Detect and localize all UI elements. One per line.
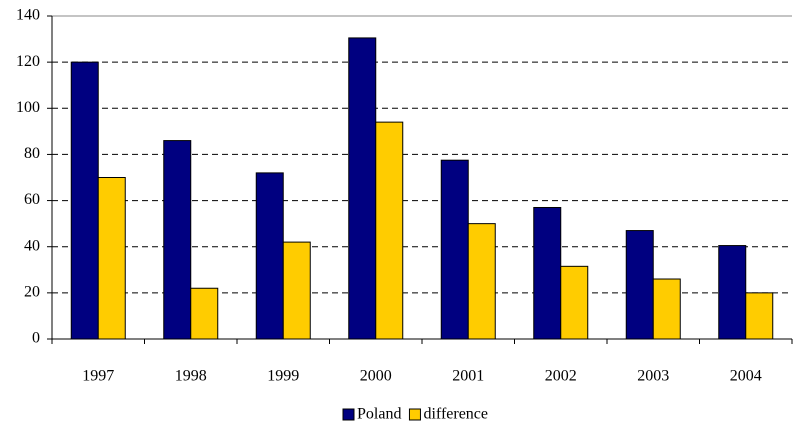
bar	[348, 37, 377, 340]
bar	[282, 241, 311, 340]
bar	[163, 140, 192, 340]
bar	[190, 287, 219, 340]
x-tick-label: 2001	[452, 368, 484, 385]
bar	[533, 206, 562, 340]
bar	[255, 172, 284, 340]
y-tick-label: 60	[24, 191, 40, 208]
x-tick-label: 1999	[267, 368, 299, 385]
y-tick-label: 0	[32, 330, 40, 347]
bar	[625, 230, 654, 340]
bar	[745, 292, 774, 340]
x-tick-label: 1998	[175, 368, 207, 385]
legend-swatch	[408, 408, 421, 421]
y-tick-label: 120	[16, 53, 40, 70]
x-tick-label: 2003	[637, 368, 669, 385]
x-tick-label: 2002	[545, 368, 577, 385]
legend-label: difference	[423, 406, 488, 423]
y-tick-label: 80	[24, 145, 40, 162]
bar	[652, 278, 681, 340]
legend-label: Poland	[357, 406, 401, 423]
y-tick-label: 140	[16, 7, 40, 24]
y-tick-label: 40	[24, 237, 40, 254]
x-tick-label: 2004	[730, 368, 762, 385]
bar	[718, 245, 747, 340]
bar	[467, 223, 496, 340]
x-tick-label: 1997	[82, 368, 114, 385]
y-tick-label: 20	[24, 284, 40, 301]
bar	[97, 177, 126, 340]
bar	[560, 265, 589, 340]
x-tick-label: 2000	[360, 368, 392, 385]
y-tick-label: 100	[16, 99, 40, 116]
bar	[375, 121, 404, 340]
bar	[70, 61, 99, 340]
legend-swatch	[342, 408, 355, 421]
bar	[440, 159, 469, 340]
